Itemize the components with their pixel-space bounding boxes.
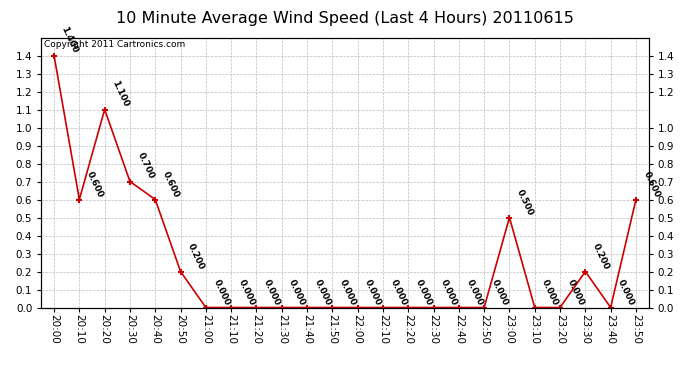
Text: 0.000: 0.000 — [338, 278, 358, 307]
Text: 0.000: 0.000 — [490, 278, 510, 307]
Text: Copyright 2011 Cartronics.com: Copyright 2011 Cartronics.com — [44, 40, 186, 49]
Text: 0.000: 0.000 — [388, 278, 408, 307]
Text: 0.500: 0.500 — [515, 188, 535, 217]
Text: 0.600: 0.600 — [161, 170, 181, 199]
Text: 0.700: 0.700 — [135, 152, 155, 181]
Text: 0.000: 0.000 — [237, 278, 257, 307]
Text: 0.000: 0.000 — [540, 278, 560, 307]
Text: 0.000: 0.000 — [262, 278, 282, 307]
Text: 0.000: 0.000 — [439, 278, 459, 307]
Text: 0.000: 0.000 — [363, 278, 383, 307]
Text: 0.000: 0.000 — [211, 278, 231, 307]
Text: 0.000: 0.000 — [313, 278, 333, 307]
Text: 0.600: 0.600 — [642, 170, 662, 199]
Text: 0.000: 0.000 — [464, 278, 484, 307]
Text: 1.100: 1.100 — [110, 80, 130, 109]
Text: 0.200: 0.200 — [186, 242, 206, 271]
Text: 10 Minute Average Wind Speed (Last 4 Hours) 20110615: 10 Minute Average Wind Speed (Last 4 Hou… — [116, 11, 574, 26]
Text: 0.600: 0.600 — [85, 170, 105, 199]
Text: 1.400: 1.400 — [59, 26, 80, 55]
Text: 0.200: 0.200 — [591, 242, 611, 271]
Text: 0.000: 0.000 — [287, 278, 307, 307]
Text: 0.000: 0.000 — [566, 278, 586, 307]
Text: 0.000: 0.000 — [616, 278, 636, 307]
Text: 0.000: 0.000 — [414, 278, 434, 307]
